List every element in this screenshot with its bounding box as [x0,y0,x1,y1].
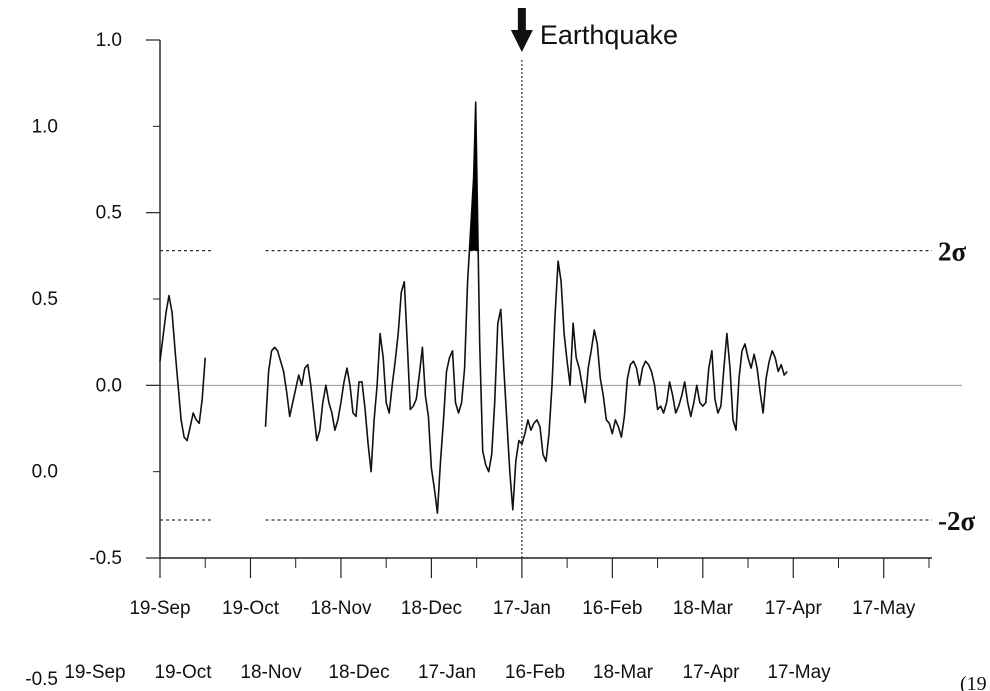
y-tick-label-duplicate: 0.5 [32,289,58,310]
lower-band-label: -2σ [938,506,975,536]
x-tick-label: 16-Feb [582,598,642,619]
y-tick-label-duplicate: 1.0 [32,116,58,137]
y-tick-label: 1.0 [96,30,122,51]
chart-axes [146,39,932,578]
series-line [264,101,788,514]
y-tick-label-duplicate: 0.0 [32,462,58,483]
exceedance-fill [469,102,480,251]
y-tick-label-duplicate: -0.5 [25,669,58,690]
x-tick-label: 17-Apr [765,598,823,619]
earthquake-arrow-head [510,30,533,52]
x-tick-label-duplicate: 19-Sep [64,662,125,683]
x-tick-label: 18-Mar [673,598,734,619]
y-tick-label: 0.5 [96,203,122,224]
x-tick-label: 17-May [852,598,916,619]
chart-labels: 1.0 0.5 0.0 -0.5 1.0 0.5 0.0 -0.5 19-Sep 19-Oct 18… [25,8,987,691]
earthquake-arrow-shaft [517,8,526,32]
x-tick-label-duplicate: 19-Oct [154,662,212,683]
x-tick-label-duplicate: 17-May [767,662,831,683]
y-tick-label: -0.5 [89,548,122,569]
x-tick-label: 19-Oct [222,598,280,619]
x-tick-label: 18-Nov [310,598,372,619]
series-line [159,294,206,442]
x-tick-label: 18-Dec [401,598,462,619]
earthquake-annotation: Earthquake [540,20,678,50]
upper-band-label: 2σ [938,237,967,267]
x-tick-label: 17-Jan [493,598,551,619]
x-tick-label-duplicate: 17-Apr [682,662,740,683]
x-tick-label: 19-Sep [129,598,190,619]
chart-series [159,101,788,514]
x-tick-label-duplicate: 18-Mar [593,662,654,683]
x-tick-label-duplicate: 18-Dec [328,662,389,683]
y-tick-label: 0.0 [96,375,122,396]
x-tick-label-duplicate: 17-Jan [418,662,476,683]
corner-text: (19 [960,673,987,691]
x-tick-label-duplicate: 16-Feb [505,662,565,683]
chart-grid [160,60,962,558]
x-tick-label-duplicate: 18-Nov [240,662,302,683]
